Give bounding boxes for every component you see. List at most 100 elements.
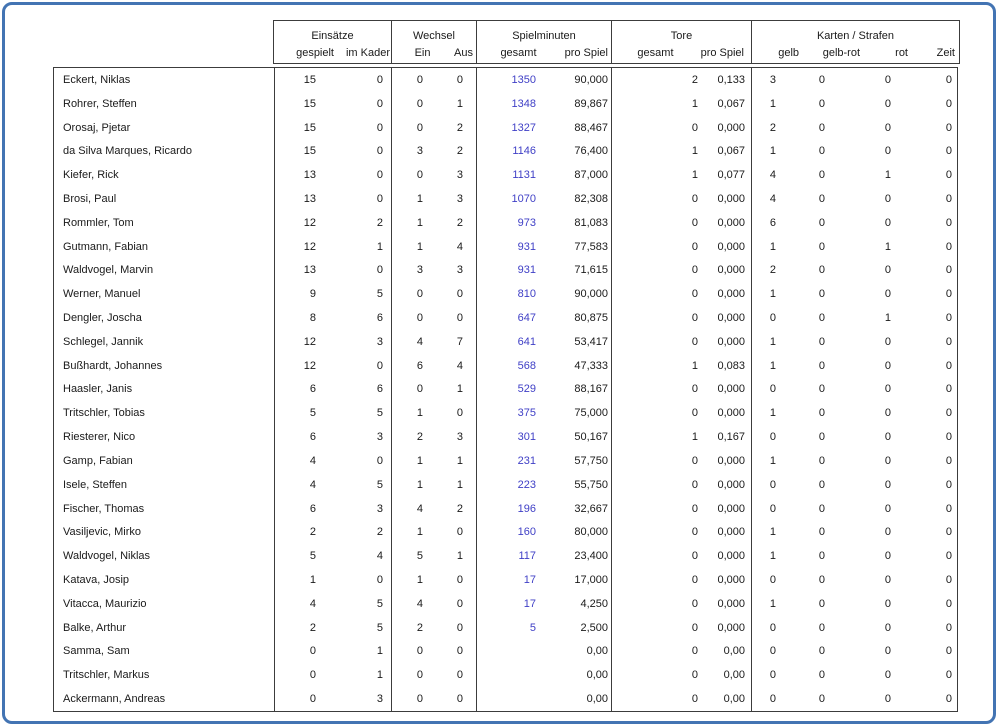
player-name-cell: Rommler, Tom [63,216,134,229]
gespielt-cell: 15 [274,139,336,164]
rot-cell: 0 [884,526,891,539]
gespielt-cell: 13 [274,163,336,188]
minuten-pro-spiel-cell: 0,00 [586,693,608,706]
header-group-wechsel: Wechsel Ein Aus [391,21,476,63]
tore-pro-spiel-cell: 0,000 [717,502,745,515]
minuten-gesamt-cell [476,639,544,664]
zeit-cell: 0 [945,97,952,110]
table-row: Brosi, Paul 13 0 1 3 1070 82,308 0 0,000… [54,187,957,211]
im-kader-cell: 3 [376,502,383,515]
gespielt-cell: 0 [274,639,336,664]
gespielt-cell: 13 [274,187,336,211]
column-header-im-kader: im Kader [345,46,390,59]
wechsel-aus-cell: 4 [456,240,463,253]
tore-pro-spiel-cell: 0,000 [717,383,745,396]
minuten-pro-spiel-cell: 23,400 [574,550,608,563]
gespielt-cell: 4 [274,591,336,616]
wechsel-aus-cell: 0 [456,621,463,634]
im-kader-cell: 3 [376,335,383,348]
tore-gesamt-cell: 1 [611,353,706,378]
zeit-cell: 0 [945,669,952,682]
rot-cell: 1 [884,240,891,253]
wechsel-ein-cell: 6 [391,353,436,378]
wechsel-aus-cell: 0 [456,597,463,610]
minuten-pro-spiel-cell: 17,000 [574,573,608,586]
gelb-rot-cell: 0 [818,169,825,182]
table-row: Bußhardt, Johannes 12 0 6 4 568 47,333 1… [54,353,957,378]
wechsel-aus-cell: 0 [456,407,463,420]
im-kader-cell: 0 [376,359,383,372]
tore-gesamt-cell: 0 [611,615,706,640]
gelb-cell: 1 [751,401,781,426]
rot-cell: 0 [884,192,891,205]
table-row: Riesterer, Nico 6 3 2 3 301 50,167 1 0,1… [54,425,957,449]
gelb-rot-cell: 0 [818,73,825,86]
tore-gesamt-cell: 0 [611,187,706,211]
minuten-gesamt-cell: 1070 [476,187,544,211]
gelb-cell: 4 [751,187,781,211]
tore-gesamt-cell: 0 [611,306,706,330]
zeit-cell: 0 [945,502,952,515]
gespielt-cell: 12 [274,353,336,378]
gespielt-cell: 5 [274,544,336,569]
player-name-cell: Gutmann, Fabian [63,240,148,253]
zeit-cell: 0 [945,264,952,277]
tore-pro-spiel-cell: 0,000 [717,573,745,586]
im-kader-cell: 0 [376,192,383,205]
tore-pro-spiel-cell: 0,000 [717,264,745,277]
wechsel-ein-cell: 2 [391,615,436,640]
gelb-rot-cell: 0 [818,288,825,301]
rot-cell: 0 [884,550,891,563]
table-row: Orosaj, Pjetar 15 0 0 2 1327 88,467 0 0,… [54,115,957,140]
gespielt-cell: 12 [274,234,336,259]
minuten-pro-spiel-cell: 71,615 [574,264,608,277]
tore-gesamt-cell: 0 [611,282,706,307]
gespielt-cell: 15 [274,68,336,92]
gelb-cell: 1 [751,91,781,116]
minuten-pro-spiel-cell: 82,308 [574,192,608,205]
tore-pro-spiel-cell: 0,000 [717,335,745,348]
wechsel-ein-cell: 0 [391,282,436,307]
minuten-pro-spiel-cell: 81,083 [574,216,608,229]
tore-gesamt-cell: 0 [611,520,706,545]
player-name-cell: Isele, Steffen [63,478,128,491]
tore-pro-spiel-cell: 0,00 [723,645,745,658]
minuten-gesamt-cell: 223 [476,472,544,497]
gespielt-cell: 8 [274,306,336,330]
player-name-cell: Fischer, Thomas [63,502,145,515]
player-name-cell: Schlegel, Jannik [63,335,144,348]
column-header-gespielt: gespielt [296,46,334,59]
gelb-cell: 0 [751,425,781,449]
minuten-pro-spiel-cell: 0,00 [586,645,608,658]
wechsel-aus-cell: 0 [456,288,463,301]
tore-pro-spiel-cell: 0,167 [717,431,745,444]
zeit-cell: 0 [945,693,952,706]
player-name-cell: Gamp, Fabian [63,454,133,467]
gelb-cell: 1 [751,353,781,378]
tore-pro-spiel-cell: 0,000 [717,121,745,134]
im-kader-cell: 6 [376,312,383,325]
minuten-gesamt-cell: 301 [476,425,544,449]
gelb-rot-cell: 0 [818,359,825,372]
table-row: Waldvogel, Marvin 13 0 3 3 931 71,615 0 … [54,258,957,283]
minuten-pro-spiel-cell: 57,750 [574,454,608,467]
tore-pro-spiel-cell: 0,000 [717,407,745,420]
gelb-rot-cell: 0 [818,597,825,610]
tore-gesamt-cell: 1 [611,139,706,164]
wechsel-ein-cell: 0 [391,639,436,664]
wechsel-ein-cell: 1 [391,210,436,235]
gelb-rot-cell: 0 [818,97,825,110]
zeit-cell: 0 [945,73,952,86]
gespielt-cell: 13 [274,258,336,283]
minuten-pro-spiel-cell: 0,00 [586,669,608,682]
minuten-gesamt-cell: 375 [476,401,544,426]
table-row: Rohrer, Steffen 15 0 0 1 1348 89,867 1 0… [54,91,957,116]
table-row: Dengler, Joscha 8 6 0 0 647 80,875 0 0,0… [54,306,957,330]
wechsel-aus-cell: 0 [456,669,463,682]
gespielt-cell: 6 [274,377,336,402]
zeit-cell: 0 [945,192,952,205]
im-kader-cell: 0 [376,454,383,467]
tore-pro-spiel-cell: 0,000 [717,216,745,229]
column-header-tore-pro-spiel: pro Spiel [700,46,744,59]
gelb-cell: 1 [751,520,781,545]
